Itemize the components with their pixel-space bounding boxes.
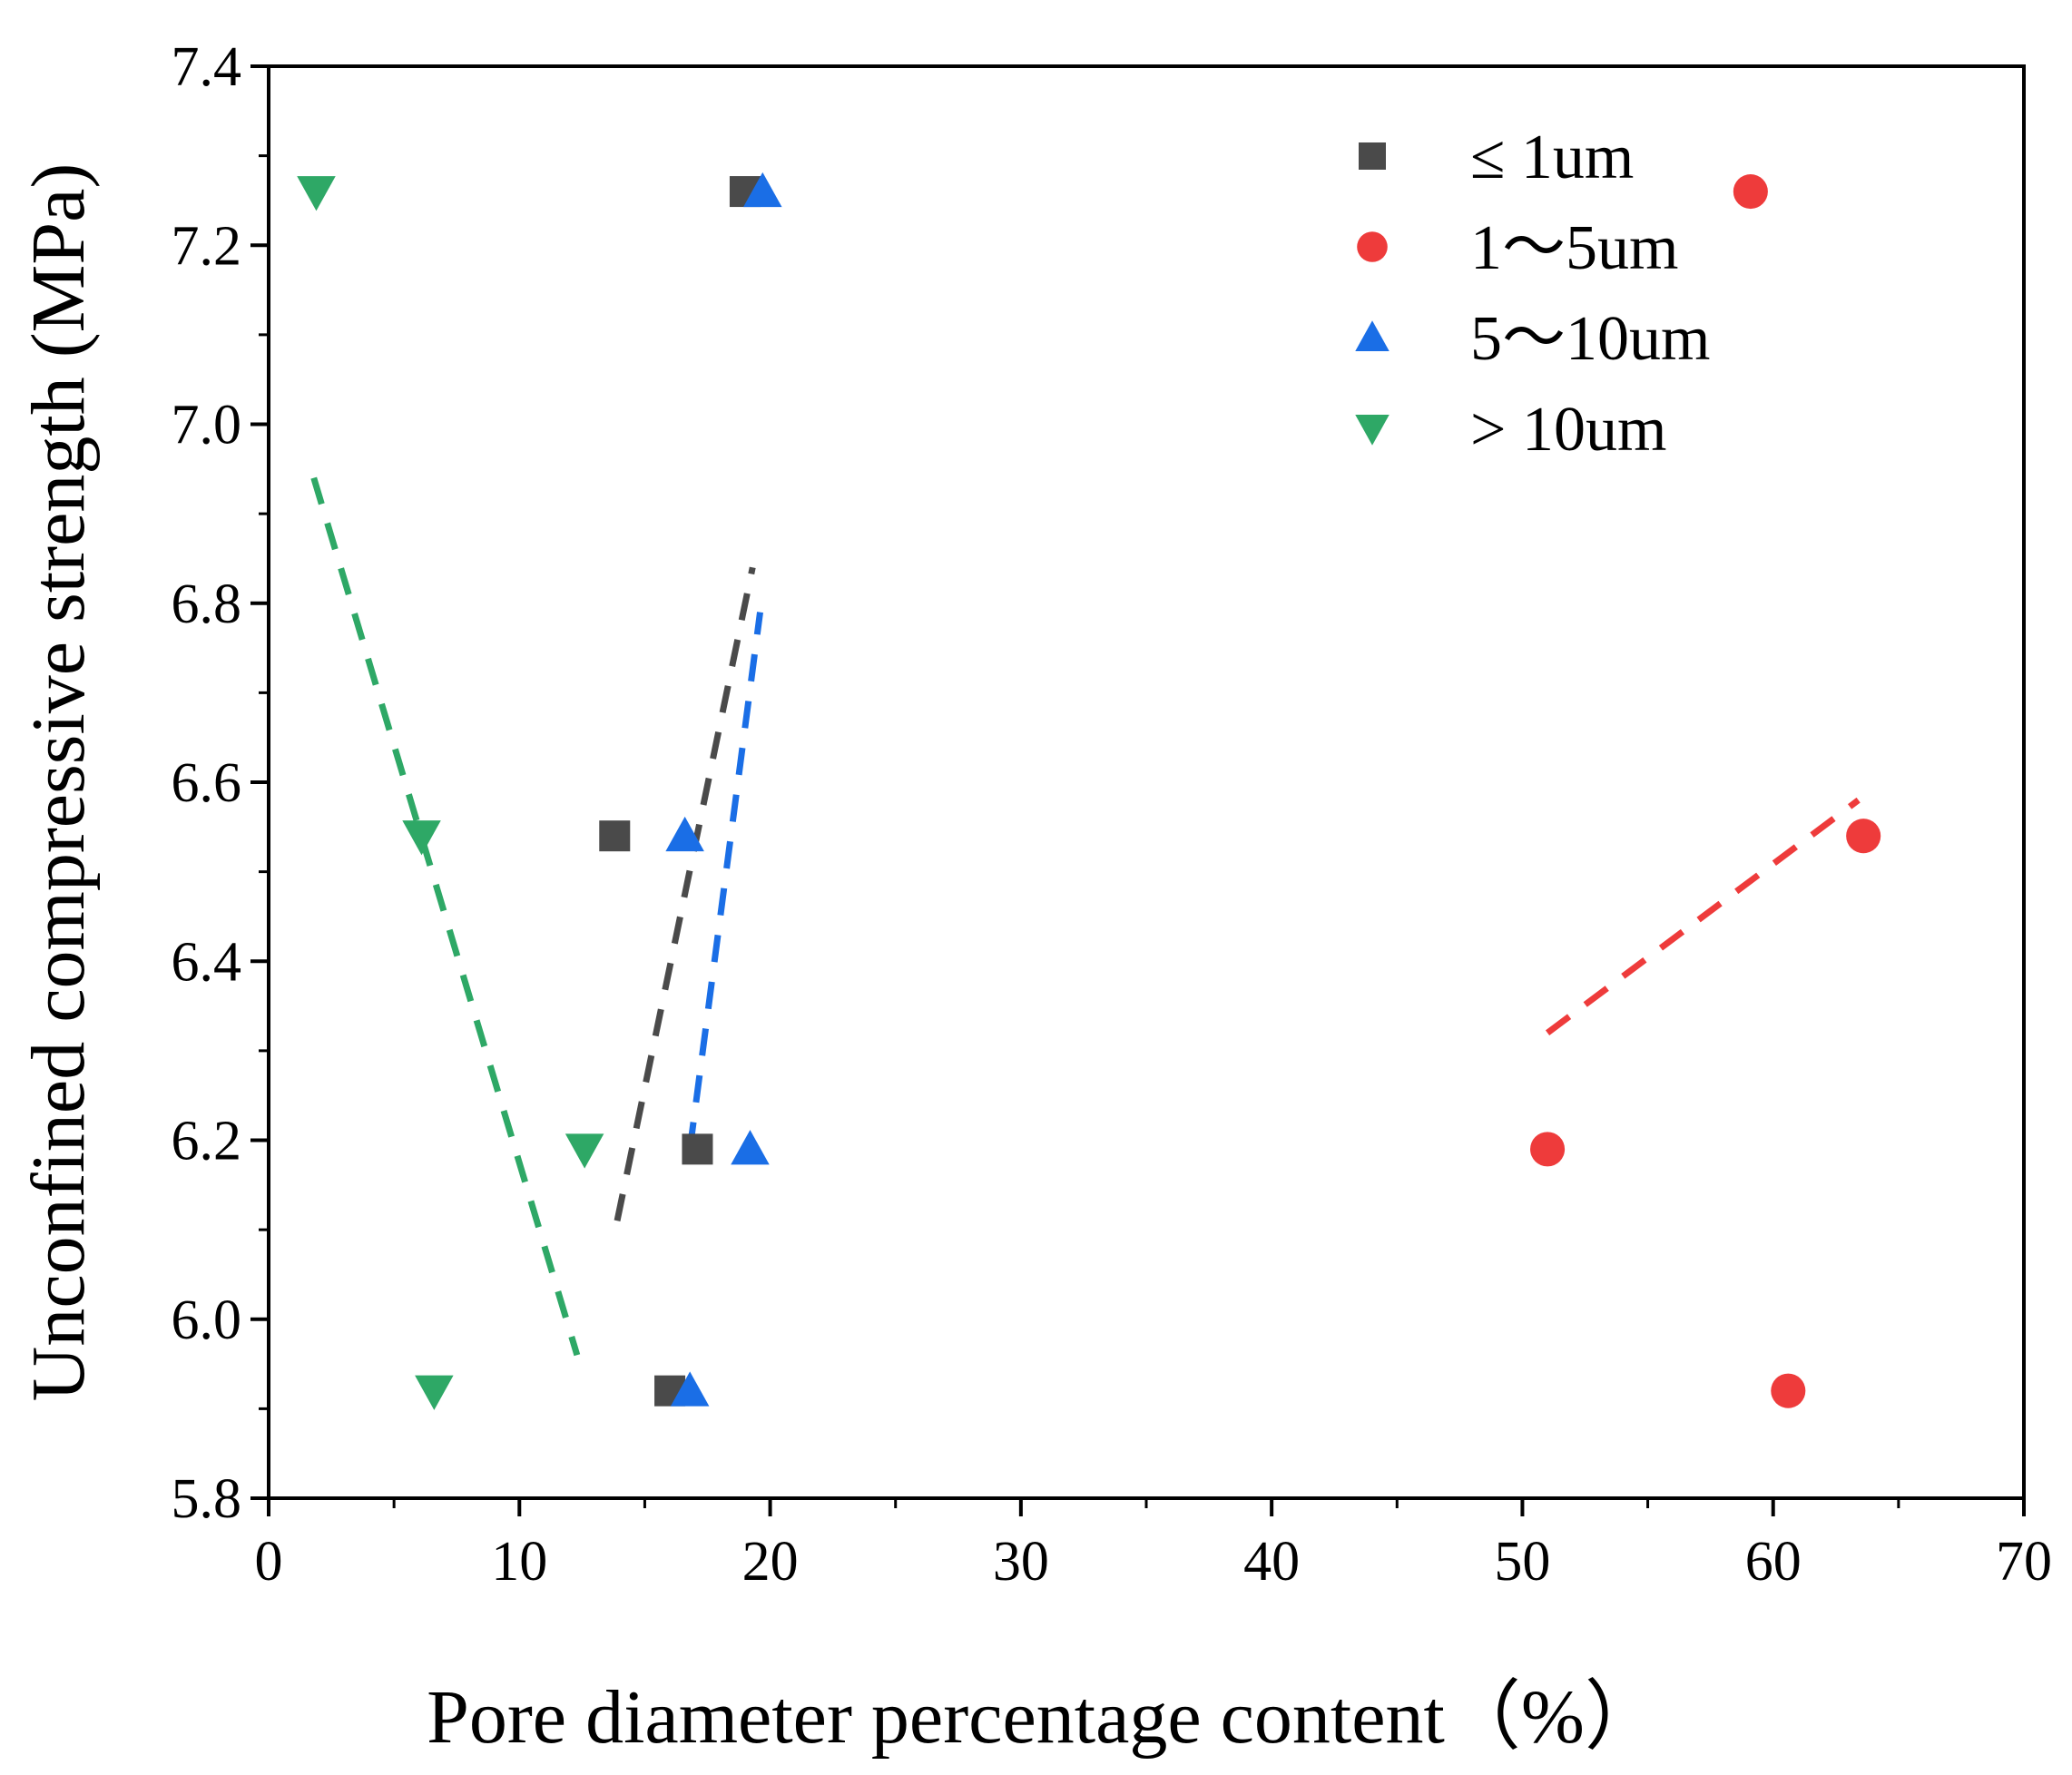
- x-tick-label: 70: [1996, 1531, 2052, 1593]
- y-tick-label: 6.8: [172, 574, 242, 635]
- legend: ≤ 1um 1～5um 5～10um > 10um: [1355, 123, 1710, 465]
- legend-label-series-4: > 10um: [1470, 395, 1666, 465]
- y-tick-label: 6.0: [172, 1290, 242, 1351]
- trend-line-series-4: [310, 476, 581, 1357]
- x-tick-label: 20: [742, 1531, 799, 1593]
- legend-label-series-2: 1～5um: [1470, 213, 1678, 283]
- data-point-series-2: [1771, 1373, 1806, 1408]
- y-tick-label: 5.8: [172, 1468, 242, 1530]
- data-point-series-2: [1846, 819, 1881, 854]
- legend-marker-series-1: [1359, 142, 1386, 170]
- x-tick-label: 30: [993, 1531, 1049, 1593]
- x-axis: 0 10 20 30 40 50 60 70: [255, 1498, 2052, 1593]
- y-axis: 5.8 6.0 6.2 6.4 6.6 6.8 7.0 7.2 7.4: [172, 36, 269, 1530]
- trend-line-series-2: [1545, 797, 1861, 1035]
- legend-marker-series-3: [1355, 320, 1390, 351]
- y-tick-label: 7.4: [172, 36, 242, 98]
- data-point-series-3: [743, 172, 782, 208]
- data-point-series-3: [665, 816, 704, 852]
- data-point-series-4: [297, 176, 336, 211]
- data-points: [297, 172, 1881, 1410]
- data-point-series-3: [731, 1130, 770, 1165]
- data-point-series-3: [670, 1371, 710, 1407]
- x-tick-label: 0: [255, 1531, 283, 1593]
- x-tick-label: 50: [1494, 1531, 1550, 1593]
- y-tick-label: 6.2: [172, 1111, 242, 1172]
- x-tick-label: 60: [1745, 1531, 1802, 1593]
- trend-line-series-3: [686, 612, 763, 1150]
- plot-frame: [267, 64, 2026, 1500]
- x-tick-label: 10: [491, 1531, 547, 1593]
- y-tick-label: 6.6: [172, 752, 242, 814]
- data-point-series-1: [599, 820, 631, 852]
- x-axis-title: Pore diameter percentage content（%）: [427, 1675, 1661, 1760]
- y-tick-label: 7.0: [172, 395, 242, 456]
- legend-marker-series-2: [1357, 231, 1388, 262]
- data-point-series-2: [1530, 1132, 1566, 1167]
- data-point-series-4: [402, 820, 441, 856]
- legend-label-series-1: ≤ 1um: [1470, 123, 1634, 192]
- trend-line-series-1: [614, 566, 756, 1221]
- data-point-series-1: [682, 1133, 713, 1165]
- data-point-series-2: [1733, 174, 1768, 210]
- y-axis-title: Unconfined compressive strength (MPa): [16, 163, 101, 1402]
- trend-lines: [310, 476, 1861, 1357]
- x-tick-label: 40: [1243, 1531, 1300, 1593]
- y-tick-label: 6.4: [172, 931, 242, 993]
- data-point-series-4: [565, 1133, 604, 1169]
- y-tick-label: 7.2: [172, 215, 242, 277]
- legend-marker-series-4: [1355, 415, 1390, 446]
- legend-label-series-3: 5～10um: [1470, 304, 1710, 374]
- data-point-series-4: [415, 1375, 454, 1410]
